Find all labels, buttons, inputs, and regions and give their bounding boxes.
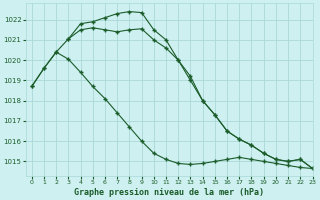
X-axis label: Graphe pression niveau de la mer (hPa): Graphe pression niveau de la mer (hPa)	[74, 188, 264, 197]
